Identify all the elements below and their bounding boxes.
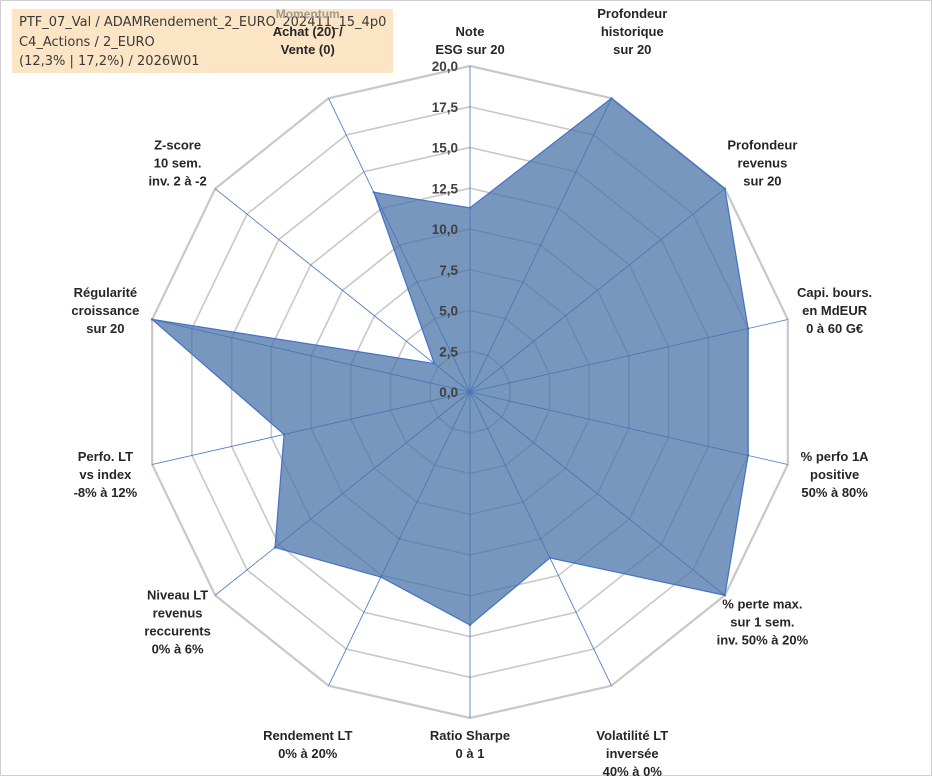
axis-labels: Note ESG sur 20 Profondeur historique sur 20… <box>71 6 872 776</box>
tick-label: 12,5 <box>432 181 459 196</box>
axis-label: Volatilité LT inversée 40% à 0% <box>596 728 668 776</box>
info-line-2: C4_Actions / 2_EURO <box>19 34 155 50</box>
data-point <box>282 433 286 436</box>
axis-label-line: en MdEUR <box>802 303 868 318</box>
tick-label: 10,0 <box>432 222 458 237</box>
axis-label-line: sur 20 <box>613 42 651 57</box>
radar-series <box>150 97 750 627</box>
axis-label-line: 0% à 6% <box>152 641 204 656</box>
axis-label-line: 0% à 20% <box>278 746 338 761</box>
data-point <box>273 546 277 549</box>
axis-label-line: Profondeur <box>727 138 797 153</box>
axis-label-line: reccurents <box>144 623 210 638</box>
data-point <box>372 191 376 194</box>
axis-label-line: sur 1 sem. <box>730 614 794 629</box>
axis-label-line: Régularité <box>74 285 138 300</box>
axis-label: Perfo. LT vs index -8% à 12% <box>74 449 138 500</box>
axis-label-line: 10 sem. <box>154 156 202 171</box>
tick-label: 7,5 <box>439 263 458 278</box>
axis-super-label: Momentum <box>276 7 340 21</box>
axis-label: Ratio Sharpe 0 à 1 <box>430 728 510 761</box>
axis-label: Note ESG sur 20 <box>435 24 504 57</box>
axis-label-line: sur 20 <box>86 321 124 336</box>
axis-label-line: historique <box>601 24 664 39</box>
data-point <box>746 327 750 330</box>
axis-label-line: Volatilité LT <box>596 728 668 743</box>
axis-label: Régularité croissance sur 20 <box>71 285 139 336</box>
axis-label: % perfo 1A positive 50% à 80% <box>801 449 870 500</box>
axis-label-line: revenus <box>737 156 787 171</box>
axis-label: Momentum Achat (20) / Vente (0) <box>273 7 343 57</box>
axis-label-line: croissance <box>71 303 139 318</box>
axis-label-line: inv. 2 à -2 <box>148 174 206 189</box>
radial-tick-labels: 0,0 2,5 5,0 7,5 10,0 12,5 15,0 17,5 20,0 <box>432 59 459 400</box>
data-point <box>746 454 750 457</box>
axis-label-line: Note <box>456 24 485 39</box>
info-line-1: PTF_07_Val / ADAMRendement_2_EURO_202411… <box>19 15 387 30</box>
data-point <box>150 318 154 321</box>
data-point <box>379 575 383 579</box>
axis-label-line: Ratio Sharpe <box>430 728 510 743</box>
axis-label-line: 0 à 1 <box>456 746 485 761</box>
series-area <box>150 97 749 626</box>
data-point <box>723 187 727 190</box>
axis-label-line: inversée <box>606 746 659 761</box>
axis-label-line: 0 à 60 G€ <box>806 321 863 336</box>
axis-label-line: Perfo. LT <box>78 449 133 464</box>
tick-label: 2,5 <box>439 344 458 359</box>
info-line-3: (12,3% | 17,2%) / 2026W01 <box>19 54 200 69</box>
axis-label: Z-score 10 sem. inv. 2 à -2 <box>148 138 206 189</box>
portfolio-info-box: PTF_07_Val / ADAMRendement_2_EURO_202411… <box>12 9 393 73</box>
axis-label: Capi. bours. en MdEUR 0 à 60 G€ <box>797 285 872 336</box>
axis-label: Profondeur revenus sur 20 <box>727 138 797 189</box>
axis-label-line: positive <box>810 467 859 482</box>
tick-label: 17,5 <box>432 100 459 115</box>
axis-label-line: 50% à 80% <box>801 485 868 500</box>
axis-label-line: % perte max. <box>722 596 802 611</box>
radar-spoke <box>214 188 471 393</box>
tick-label: 5,0 <box>439 304 458 319</box>
axis-label-line: ESG sur 20 <box>435 42 504 57</box>
axis-label-line: revenus <box>153 605 203 620</box>
data-point <box>468 623 472 627</box>
axis-label-line: Achat (20) / <box>273 24 343 39</box>
axis-label-line: vs index <box>79 467 132 482</box>
axis-label-line: Niveau LT <box>147 587 208 602</box>
data-point <box>433 362 436 365</box>
axis-label-line: Vente (0) <box>281 42 335 57</box>
tick-label: 0,0 <box>439 385 458 400</box>
axis-label-line: sur 20 <box>743 174 781 189</box>
axis-label-line: -8% à 12% <box>74 485 138 500</box>
axis-label-line: Z-score <box>154 138 201 153</box>
tick-label: 20,0 <box>432 59 458 74</box>
axis-label-line: % perfo 1A <box>801 449 870 464</box>
axis-label-line: Capi. bours. <box>797 285 872 300</box>
data-point <box>468 206 472 210</box>
data-point <box>610 97 613 100</box>
axis-label-line: 40% à 0% <box>603 764 663 776</box>
axis-label-line: inv. 50% à 20% <box>717 632 809 647</box>
axis-label-line: Rendement LT <box>263 728 352 743</box>
axis-label: Rendement LT 0% à 20% <box>263 728 352 761</box>
axis-label: Niveau LT revenus reccurents 0% à 6% <box>144 587 210 656</box>
axis-label: % perte max. sur 1 sem. inv. 50% à 20% <box>717 596 809 647</box>
data-point <box>548 556 552 560</box>
data-point <box>723 594 727 597</box>
axis-label-line: Profondeur <box>597 6 667 21</box>
tick-label: 15,0 <box>432 141 458 156</box>
axis-label: Profondeur historique sur 20 <box>597 6 667 57</box>
